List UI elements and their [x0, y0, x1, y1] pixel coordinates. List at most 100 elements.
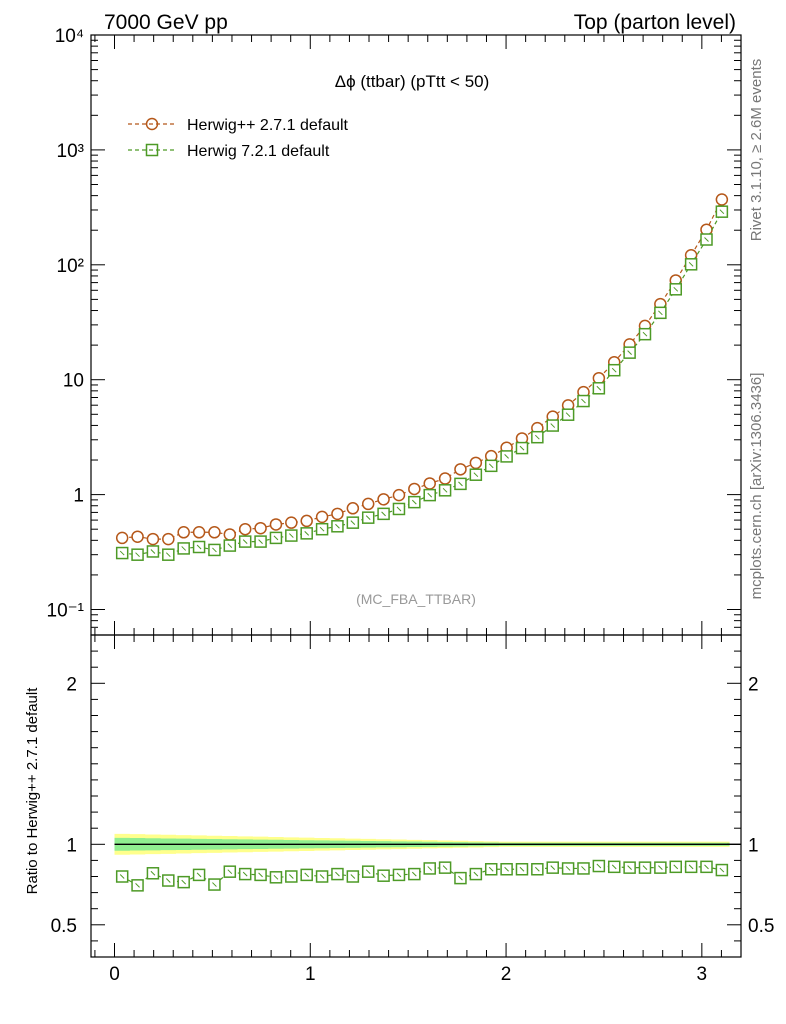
series-1-point-inner	[350, 520, 356, 526]
x-tick-label: 3	[697, 964, 708, 985]
series-1-point-inner	[196, 544, 202, 550]
series-1-point-inner	[242, 539, 248, 544]
series-0-point	[254, 521, 267, 535]
ratio-point-inner	[150, 870, 156, 876]
ratio-point-inner	[350, 874, 356, 879]
ratio-tick-label-right: 1	[748, 835, 759, 856]
ratio-point-inner	[627, 865, 632, 870]
series-1-point-inner	[611, 367, 617, 373]
series-1-point-inner	[596, 385, 602, 391]
ratio-point-inner	[642, 865, 648, 870]
ratio-point-inner	[704, 864, 709, 870]
y-tick-label: 10²	[57, 256, 84, 277]
ratio-point-inner	[673, 864, 679, 870]
series-0-point	[392, 488, 406, 502]
series-0-point	[177, 526, 190, 539]
series-1-point-inner	[319, 526, 325, 532]
series-0-point	[423, 477, 436, 490]
series-0-point	[300, 514, 313, 528]
rivet-version-label: Rivet 3.1.10, ≥ 2.6M events	[748, 59, 765, 242]
series-0-point	[192, 526, 206, 539]
ratio-tick-label: 0.5	[51, 916, 77, 937]
ratio-point-inner	[427, 866, 433, 871]
series-0-point	[438, 472, 452, 485]
series-1-point-inner	[181, 546, 187, 551]
chart-title: Δϕ (ttbar) (pTtt < 50)	[335, 72, 490, 91]
legend: Herwig++ 2.7.1 default Herwig 7.2.1 defa…	[128, 117, 349, 160]
series-1-point-inner	[396, 506, 402, 512]
series-0-point	[208, 526, 221, 539]
ratio-point-inner	[688, 864, 694, 870]
series-1-point-inner	[427, 492, 433, 498]
ratio-point-inner	[658, 865, 663, 870]
series-1-point-inner	[227, 543, 233, 548]
mcplots-label: mcplots.cern.ch [arXiv:1306.3436]	[748, 373, 765, 600]
series-0-point	[162, 532, 175, 546]
ratio-point-inner	[596, 863, 602, 869]
ratio-point-inner	[227, 869, 233, 875]
ratio-tick-label: 1	[66, 835, 77, 856]
ratio-point-inner	[458, 875, 463, 881]
series-0-point	[238, 522, 252, 536]
ratio-point-inner	[581, 866, 586, 871]
series-0-point	[377, 493, 390, 506]
series-1-point-inner	[381, 511, 386, 517]
series-0-point	[331, 507, 344, 521]
legend-marker-herwig-pp	[145, 117, 159, 131]
ratio-point-inner	[319, 874, 325, 879]
series-1-point-inner	[135, 552, 140, 558]
ratio-series-line	[121, 865, 722, 887]
series-0-point	[469, 456, 483, 470]
series-1-point-inner	[673, 286, 679, 292]
series-1-point-inner	[581, 398, 586, 404]
series-1-point-inner	[258, 539, 263, 544]
series-0-point	[408, 482, 421, 496]
ratio-point-inner	[165, 878, 171, 883]
series-0-point	[361, 497, 375, 511]
ratio-point-inner	[396, 872, 402, 878]
series-1-point-inner	[504, 454, 509, 459]
ratio-tick-label: 2	[66, 674, 77, 695]
ratio-point-inner	[473, 871, 479, 877]
y-tick-label: 10	[63, 371, 84, 392]
series-0-point	[285, 516, 298, 529]
series-line-0	[122, 199, 723, 540]
y-tick-label: 10⁻¹	[47, 601, 85, 622]
legend-marker-herwig7	[145, 143, 159, 157]
header-left-label: 7000 GeV pp	[104, 11, 228, 34]
legend-label-herwig7: Herwig 7.2.1 default	[187, 143, 330, 160]
ratio-point-inner	[335, 871, 340, 877]
ratio-point-inner	[273, 874, 279, 880]
ratio-point-inner	[258, 872, 263, 878]
ratio-plot-panel: 0.5 0.5 1 1 2 2 Ratio to Herwig++ 2.7.1 defau…	[24, 634, 774, 958]
x-tick-label: 1	[305, 964, 316, 985]
series-0-point	[715, 193, 729, 206]
series-1-point-inner	[411, 499, 417, 505]
ratio-point-inner	[550, 865, 556, 870]
series-1-point-inner	[519, 445, 525, 451]
series-0-point	[454, 463, 467, 476]
ratio-point-inner	[135, 883, 140, 888]
ratio-point-inner	[181, 879, 187, 885]
series-1-point-inner	[150, 549, 156, 554]
ratio-point-inner	[488, 866, 494, 872]
series-line-1	[122, 211, 723, 556]
series-1-point-inner	[119, 550, 125, 556]
series-1-point-inner	[165, 552, 171, 558]
ratio-tick-label-right: 2	[748, 674, 759, 695]
ratio-point-inner	[304, 872, 310, 878]
ratio-point-inner	[119, 874, 125, 879]
series-1-point-inner	[565, 412, 571, 418]
ratio-point-inner	[719, 867, 725, 873]
analysis-watermark: (MC_FBA_TTBAR)	[356, 591, 476, 607]
y-tick-label: 10³	[57, 141, 84, 162]
legend-entry-herwig7: Herwig 7.2.1 default	[128, 143, 330, 160]
series-0-point	[131, 530, 144, 543]
ratio-point-inner	[411, 871, 417, 877]
series-1-point-inner	[335, 523, 340, 529]
series-1-point-inner	[719, 209, 725, 215]
y-tick-label: 10⁴	[55, 26, 84, 47]
series-1-point-inner	[688, 261, 694, 267]
series-1-point-inner	[458, 481, 463, 487]
